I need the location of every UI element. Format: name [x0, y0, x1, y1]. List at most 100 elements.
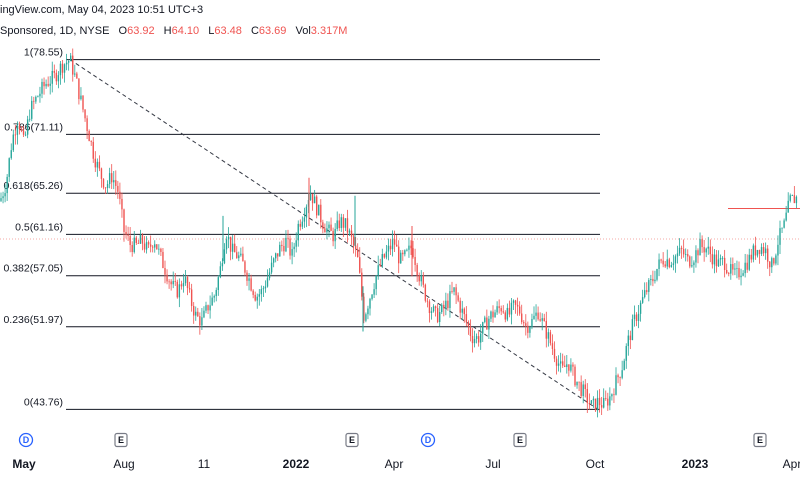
candle-body: [357, 249, 359, 258]
candle-body: [316, 196, 318, 216]
close-label: C: [250, 25, 259, 37]
candle-body: [108, 173, 111, 185]
candle-body: [162, 251, 164, 268]
candle-body: [70, 55, 72, 62]
candle-body: [268, 272, 271, 279]
candle-body: [477, 336, 480, 343]
candle-body: [129, 235, 131, 246]
candle-body: [299, 223, 301, 227]
candle-body: [650, 278, 652, 281]
open-label: O: [118, 25, 128, 37]
candle-body: [705, 248, 707, 253]
candle-body: [53, 70, 55, 73]
candle-body: [244, 261, 246, 273]
candle-body: [728, 273, 730, 274]
candle-body: [559, 361, 562, 364]
candle-body: [125, 231, 127, 235]
candle-body: [496, 306, 498, 313]
candle-body: [215, 289, 217, 297]
candle-body: [221, 263, 224, 267]
candle-body: [582, 384, 584, 397]
candle-body: [6, 176, 8, 194]
candle-body: [490, 311, 492, 319]
candle-body: [680, 247, 683, 250]
candle-body: [732, 264, 734, 270]
candle-body: [236, 252, 238, 259]
open-value: 63.92: [127, 25, 155, 37]
candle-body: [166, 274, 168, 282]
candle-body: [553, 348, 556, 359]
candle-body: [86, 118, 88, 132]
candle-body: [445, 300, 447, 309]
candle-body: [193, 305, 195, 316]
candle-body: [63, 64, 66, 73]
candle-body: [586, 389, 588, 404]
candle-body: [535, 312, 537, 316]
candle-body: [14, 134, 17, 136]
candle-body: [514, 300, 517, 305]
fib-level-label: 0.5(61.16): [15, 221, 63, 233]
svg-text:E: E: [517, 435, 523, 445]
fibonacci-retracement[interactable]: 1(78.55) 0.786(71.11) 0.618(65.26) 0.5(61.1…: [3, 47, 600, 410]
svg-text:E: E: [349, 435, 355, 445]
candle-body: [98, 161, 101, 169]
candle-body: [668, 259, 670, 268]
candle-body: [709, 246, 711, 255]
candle-body: [334, 228, 336, 242]
candle-body: [0, 198, 2, 201]
dividend-event-marker[interactable]: D: [18, 432, 34, 448]
candle-body: [47, 83, 49, 86]
candle-body: [516, 304, 519, 307]
candle-body: [752, 245, 755, 260]
candle-body: [687, 254, 689, 257]
candle-body: [744, 262, 746, 274]
candle-body: [500, 308, 502, 312]
trend-line[interactable]: [69, 59, 599, 410]
earnings-event-marker[interactable]: E: [753, 432, 767, 448]
candle-body: [131, 245, 133, 253]
candle-body: [117, 185, 119, 192]
candle-body: [305, 206, 308, 218]
candle-body: [555, 358, 558, 366]
candle-body: [100, 168, 103, 179]
candle-body: [758, 250, 761, 254]
candle-body: [51, 70, 53, 84]
candle-body: [432, 306, 435, 312]
candle-body: [400, 252, 402, 264]
candle-body: [156, 244, 158, 250]
dividend-event-marker[interactable]: D: [420, 432, 436, 448]
candle-body: [676, 253, 679, 257]
earnings-event-marker[interactable]: E: [513, 432, 527, 448]
candle-body: [703, 247, 705, 253]
candle-body: [365, 314, 367, 321]
high-label: H: [163, 25, 172, 37]
candle-body: [635, 314, 638, 321]
candle-body: [301, 221, 304, 227]
candle-body: [395, 244, 398, 247]
candle-body: [354, 245, 357, 250]
candle-body: [418, 275, 420, 282]
candle-body: [549, 332, 552, 344]
candle-body: [158, 248, 160, 250]
candle-body: [494, 312, 496, 318]
candle-body: [104, 187, 107, 189]
candle-body: [277, 253, 279, 257]
candle-body: [203, 310, 205, 318]
time-axis[interactable]: May Aug 11 2022 Apr Jul Oct 2023 Apr: [12, 457, 800, 471]
candle-body: [480, 333, 482, 343]
candle-body: [615, 375, 617, 395]
candle-body: [377, 265, 379, 276]
earnings-event-marker[interactable]: E: [345, 432, 359, 448]
candle-body: [24, 134, 27, 136]
candle-body: [18, 125, 21, 129]
candle-body: [598, 397, 601, 406]
candle-body: [106, 184, 109, 189]
candle-body: [250, 278, 252, 291]
earnings-event-marker[interactable]: E: [114, 432, 128, 448]
candle-body: [332, 230, 334, 242]
candle-body: [484, 317, 486, 323]
trend-line-segment[interactable]: [69, 59, 599, 410]
candle-body: [738, 267, 740, 278]
